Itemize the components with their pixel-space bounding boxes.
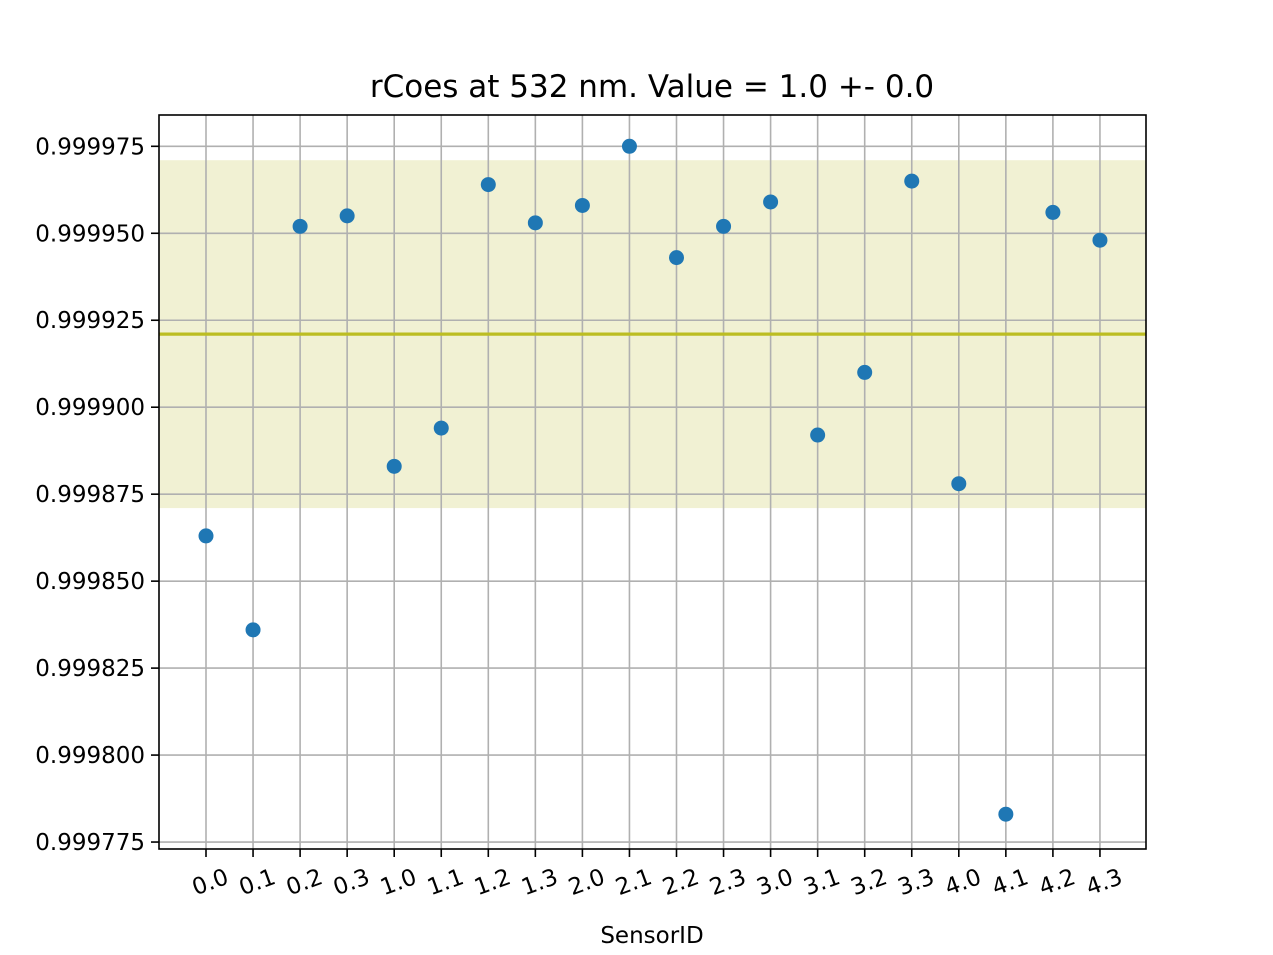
y-tick-label: 0.999825 xyxy=(35,656,145,682)
data-point xyxy=(669,250,684,266)
y-tick-label: 0.999850 xyxy=(35,569,145,595)
y-tick-label: 0.999775 xyxy=(35,830,145,856)
x-tick-label: 1.3 xyxy=(518,864,561,901)
x-axis-ticks: 0.0 0.1 0.2 0.3 1.0 1.1 1.2 1.3 2.0 2.1 2.2 2.3 3.0 3… xyxy=(189,849,1126,901)
x-tick-label: 3.3 xyxy=(895,864,938,901)
y-tick-label: 0.999975 xyxy=(35,134,145,160)
data-point xyxy=(198,528,214,544)
x-tick-label: 1.0 xyxy=(377,864,420,901)
x-tick-label: 4.0 xyxy=(942,864,985,901)
y-tick-label: 0.999950 xyxy=(35,221,145,247)
data-points xyxy=(198,138,1108,822)
x-tick-label: 0.0 xyxy=(189,864,232,901)
x-tick-label: 4.3 xyxy=(1083,864,1126,901)
data-point xyxy=(904,173,920,189)
x-tick-label: 0.2 xyxy=(283,864,326,901)
x-tick-label: 3.2 xyxy=(847,864,890,901)
data-point xyxy=(1045,204,1061,220)
x-tick-label: 2.0 xyxy=(565,864,608,901)
data-point xyxy=(998,806,1014,822)
data-point xyxy=(763,194,779,210)
x-tick-label: 4.1 xyxy=(989,864,1032,901)
data-point xyxy=(292,218,308,234)
data-point xyxy=(574,197,590,213)
data-point xyxy=(527,215,543,231)
data-point xyxy=(480,177,496,193)
y-tick-label: 0.999800 xyxy=(35,743,145,769)
x-tick-label: 0.3 xyxy=(330,864,373,901)
x-tick-label: 2.3 xyxy=(706,864,749,901)
data-point xyxy=(339,208,355,224)
data-point xyxy=(810,427,826,443)
x-tick-label: 1.1 xyxy=(424,864,467,901)
x-tick-label: 2.2 xyxy=(659,864,702,901)
x-tick-label: 0.1 xyxy=(236,864,279,901)
x-axis-label: SensorID xyxy=(600,923,703,949)
data-point xyxy=(433,420,449,436)
data-point xyxy=(1092,232,1108,248)
data-point xyxy=(951,476,967,492)
grid xyxy=(159,115,1146,849)
data-point xyxy=(245,622,261,638)
y-tick-label: 0.999875 xyxy=(35,482,145,508)
y-tick-label: 0.999925 xyxy=(35,308,145,334)
x-tick-label: 4.2 xyxy=(1036,864,1079,901)
data-point xyxy=(386,458,402,474)
y-tick-label: 0.999900 xyxy=(35,395,145,421)
data-point xyxy=(621,138,637,154)
x-tick-label: 1.2 xyxy=(471,864,514,901)
y-axis-ticks: 0.999775 0.999800 0.999825 0.999850 0.999875… xyxy=(35,134,159,856)
x-tick-label: 3.1 xyxy=(800,864,843,901)
x-tick-label: 3.0 xyxy=(753,864,796,901)
x-tick-label: 2.1 xyxy=(612,864,655,901)
chart-title: rCoes at 532 nm. Value = 1.0 +- 0.0 xyxy=(370,69,934,105)
plot-frame xyxy=(158,114,1147,850)
data-point xyxy=(857,364,873,380)
data-point xyxy=(716,218,732,234)
